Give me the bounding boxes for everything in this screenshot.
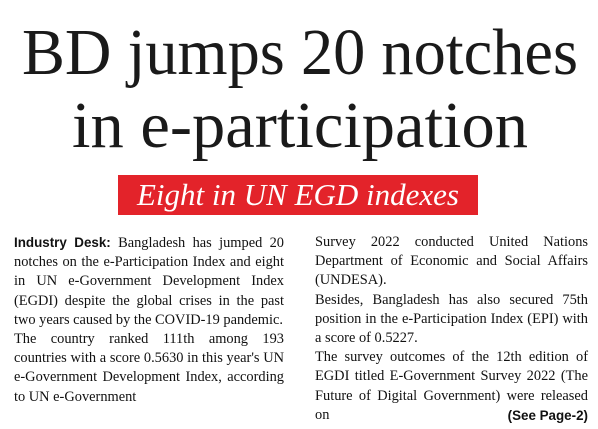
headline: BD jumps 20 notches in e-participation <box>22 16 578 162</box>
subheadline: Eight in UN EGD indexes <box>136 177 459 212</box>
paragraph: Industry Desk: Bangladesh has jumped 20 … <box>14 233 284 330</box>
subheadline-banner: Eight in UN EGD indexes <box>118 175 478 215</box>
continuation: (See Page-2) <box>501 405 588 425</box>
headline-line: BD jumps 20 notches <box>22 16 578 89</box>
paragraph-text: Bangladesh has jumped 20 notches on the … <box>14 235 285 328</box>
paragraph: Survey 2022 conducted United Nations Dep… <box>315 234 588 289</box>
byline: Industry Desk: <box>14 235 111 250</box>
paragraph: The survey outcomes of the 12th edition … <box>315 349 588 423</box>
headline-line: in e-participation <box>72 89 528 162</box>
text-column: Survey 2022 conducted United Nations Dep… <box>315 233 588 425</box>
paragraph: Besides, Bangladesh has also secured 75t… <box>315 291 588 347</box>
text-column: Industry Desk: Bangladesh has jumped 20 … <box>14 233 284 407</box>
paragraph: The country ranked 111th among 193 count… <box>14 331 284 405</box>
